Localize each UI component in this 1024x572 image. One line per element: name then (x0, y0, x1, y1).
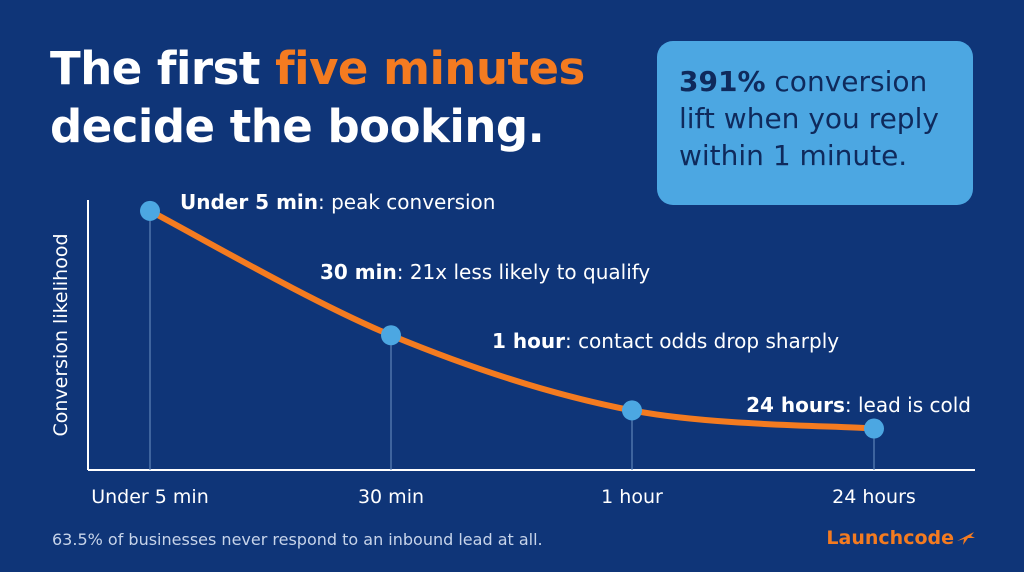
logo: Launchcode (826, 527, 976, 549)
headline-text: The first (50, 42, 276, 95)
callout-text-2: lift when you reply (679, 102, 939, 135)
plane-icon (957, 532, 975, 545)
callout-line-1: 391% conversion (679, 63, 955, 100)
stat-callout: 391% conversion lift when you reply with… (657, 41, 973, 205)
data-annotation: 24 hours: lead is cold (746, 393, 971, 417)
data-point (864, 418, 884, 439)
data-annotation: 1 hour: contact odds drop sharply (492, 329, 839, 353)
callout-text-3: within 1 minute. (679, 139, 908, 172)
callout-text-1: conversion (765, 65, 928, 98)
headline-line-2: decide the booking. (50, 100, 545, 153)
headline: The first five minutes decide the bookin… (50, 40, 585, 156)
x-tick-label: 24 hours (832, 486, 916, 508)
footnote: 63.5% of businesses never respond to an … (52, 530, 543, 549)
x-tick-label: 30 min (358, 486, 424, 508)
logo-text: Launchcode (826, 527, 954, 549)
headline-line-1: The first five minutes (50, 40, 585, 98)
callout-stat: 391% (679, 65, 766, 98)
headline-accent: five minutes (275, 42, 585, 95)
x-tick-label: 1 hour (601, 486, 663, 508)
x-tick-label: Under 5 min (91, 486, 209, 508)
data-point (381, 325, 401, 346)
data-annotation: 30 min: 21x less likely to qualify (320, 260, 650, 284)
data-annotation: Under 5 min: peak conversion (180, 190, 495, 214)
series-line (147, 207, 877, 432)
data-point (140, 200, 160, 221)
data-point (622, 400, 642, 421)
y-axis-label: Conversion likelihood (50, 233, 72, 436)
